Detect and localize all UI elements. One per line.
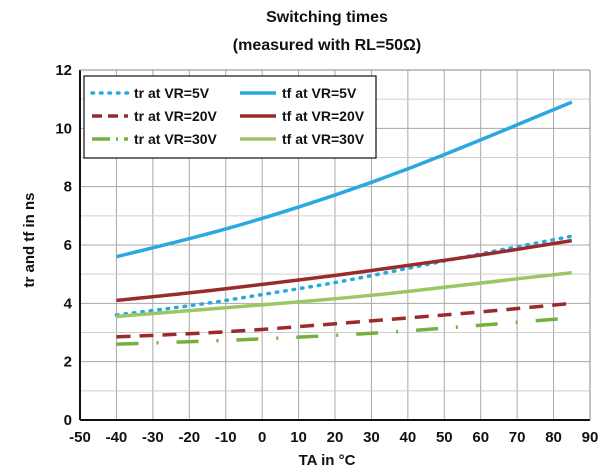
legend-entry: tf at VR=5V — [282, 85, 357, 101]
legend-entry: tr at VR=30V — [134, 131, 218, 147]
x-tick-label: 40 — [400, 429, 417, 446]
y-axis-label: tr and tf in ns — [21, 193, 38, 288]
x-tick-label: -50 — [69, 429, 91, 446]
x-tick-label: -40 — [106, 429, 128, 446]
y-tick-label: 2 — [64, 354, 72, 371]
x-tick-label: 20 — [327, 429, 344, 446]
legend-box — [83, 75, 377, 159]
y-tick-label: 10 — [55, 120, 72, 137]
legend-entry: tf at VR=30V — [282, 131, 365, 147]
legend-entry: tr at VR=20V — [134, 108, 218, 124]
tick-labels: -50 -40 -30 -20 -10 0 10 20 30 40 50 60 70 80 90 0 2 4 6 8 1… — [55, 62, 598, 446]
x-axis-label: TA in °C — [299, 452, 356, 469]
series-layer — [114, 100, 574, 346]
legend: tr at VR=5V tr at VR=20V tr at VR=30V tf at… — [83, 75, 377, 159]
x-tick-label: 70 — [509, 429, 526, 446]
x-tick-label: 30 — [363, 429, 380, 446]
x-tick-label: -30 — [142, 429, 164, 446]
y-tick-label: 12 — [55, 62, 72, 79]
y-tick-label: 6 — [64, 237, 72, 254]
x-tick-label: -10 — [215, 429, 237, 446]
chart-title: Switching times — [266, 9, 388, 26]
x-tick-label: 60 — [472, 429, 489, 446]
x-tick-label: 0 — [258, 429, 266, 446]
x-tick-label: 50 — [436, 429, 453, 446]
x-tick-label: 90 — [582, 429, 599, 446]
y-tick-label: 8 — [64, 179, 72, 196]
legend-entry: tr at VR=5V — [134, 85, 210, 101]
series-line-3 — [116, 301, 572, 339]
series-line-5 — [116, 316, 572, 346]
x-tick-label: 10 — [290, 429, 307, 446]
legend-entry: tf at VR=20V — [282, 108, 365, 124]
axes — [79, 69, 591, 421]
y-tick-label: 0 — [64, 412, 72, 429]
series-line-2 — [116, 100, 573, 259]
series-line-6 — [116, 270, 572, 319]
x-tick-label: -20 — [178, 429, 200, 446]
series-line-4 — [116, 238, 573, 303]
chart-subtitle: (measured with RL=50Ω) — [233, 37, 421, 54]
x-tick-label: 80 — [545, 429, 562, 446]
y-tick-label: 4 — [64, 295, 73, 312]
